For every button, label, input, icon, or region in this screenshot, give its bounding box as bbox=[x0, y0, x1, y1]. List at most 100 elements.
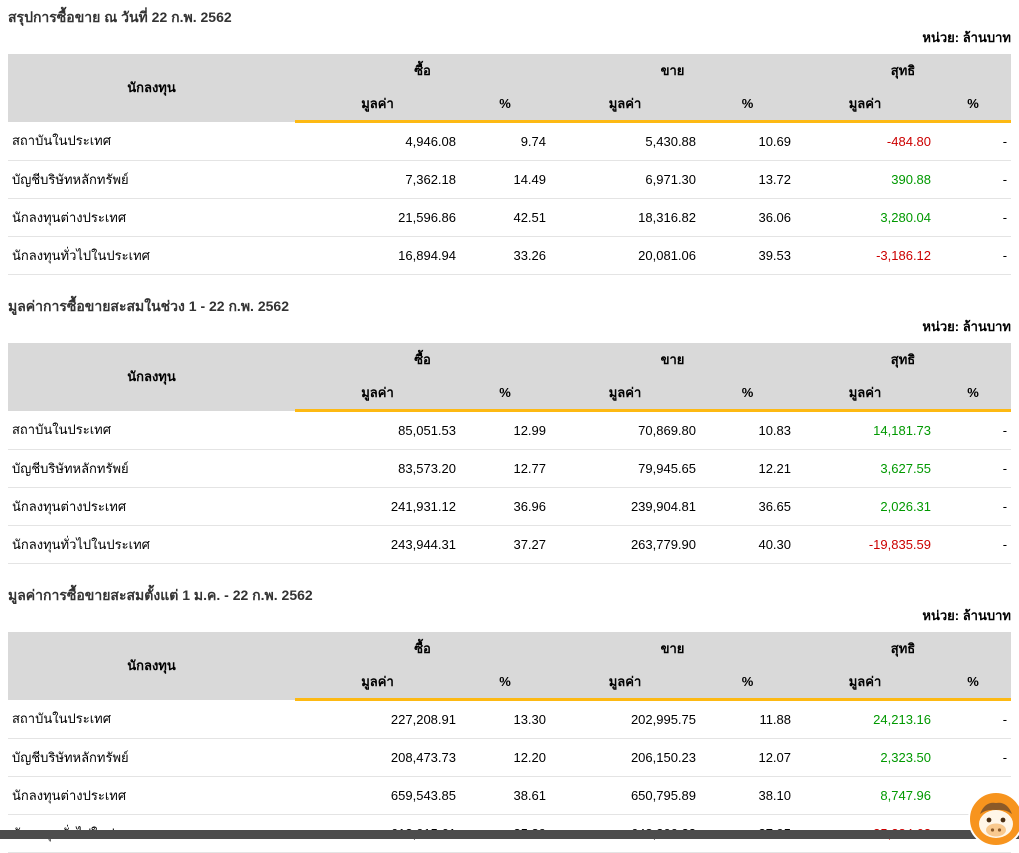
net-value-cell: 8,747.96 bbox=[795, 776, 936, 815]
investor-name-cell: นักลงทุนต่างประเทศ bbox=[8, 198, 295, 237]
investor-name-cell: นักลงทุนทั่วไปในประเทศ bbox=[8, 236, 295, 275]
sell-percent-cell: 36.65 bbox=[700, 487, 796, 526]
table-row: นักลงทุนต่างประเทศ 241,931.12 36.96 239,… bbox=[8, 487, 1012, 526]
table-row: บัญชีบริษัทหลักทรัพย์ 208,473.73 12.20 2… bbox=[8, 738, 1012, 777]
sell-percent-cell: 10.83 bbox=[700, 410, 796, 450]
table-row: บัญชีบริษัทหลักทรัพย์ 83,573.20 12.77 79… bbox=[8, 449, 1012, 488]
col-header-investor: นักลงทุน bbox=[8, 632, 295, 700]
mtd-summary-section: มูลค่าการซื้อขายสะสมในช่วง 1 - 22 ก.พ. 2… bbox=[8, 297, 1012, 564]
buy-percent-cell: 12.77 bbox=[460, 449, 551, 488]
net-value-cell: -3,186.12 bbox=[795, 236, 936, 275]
sell-percent-col-header: % bbox=[700, 665, 796, 701]
section-title: มูลค่าการซื้อขายสะสมตั้งแต่ 1 ม.ค. - 22 … bbox=[8, 587, 313, 603]
buy-value-cell: 208,473.73 bbox=[295, 738, 460, 777]
investor-table-mtd: นักลงทุน ซื้อ ขาย สุทธิ มูลค่า % มูลค่า … bbox=[8, 343, 1012, 564]
buy-value-cell: 83,573.20 bbox=[295, 449, 460, 488]
investor-table-ytd: นักลงทุน ซื้อ ขาย สุทธิ มูลค่า % มูลค่า … bbox=[8, 632, 1012, 853]
sell-percent-col-header: % bbox=[700, 376, 796, 412]
sell-value-cell: 206,150.23 bbox=[550, 738, 701, 777]
unit-label: หน่วย: ล้านบาท bbox=[922, 608, 1011, 623]
sell-value-col-header: มูลค่า bbox=[550, 665, 701, 701]
col-header-sell: ขาย bbox=[550, 343, 796, 376]
sell-percent-cell: 12.21 bbox=[700, 449, 796, 488]
investor-name-cell: นักลงทุนทั่วไปในประเทศ bbox=[8, 525, 295, 564]
buy-percent-cell: 13.30 bbox=[460, 699, 551, 739]
buy-percent-cell: 42.51 bbox=[460, 198, 551, 237]
table-row: สถาบันในประเทศ 4,946.08 9.74 5,430.88 10… bbox=[8, 121, 1012, 161]
investor-name-cell: บัญชีบริษัทหลักทรัพย์ bbox=[8, 160, 295, 199]
net-percent-cell: - bbox=[935, 198, 1012, 237]
sell-value-cell: 79,945.65 bbox=[550, 449, 701, 488]
sell-value-cell: 18,316.82 bbox=[550, 198, 701, 237]
buy-percent-cell: 12.99 bbox=[460, 410, 551, 450]
chatbot-mascot-button[interactable] bbox=[968, 791, 1019, 847]
buy-value-col-header: มูลค่า bbox=[295, 376, 460, 412]
sell-percent-cell: 12.07 bbox=[700, 738, 796, 777]
sell-value-cell: 70,869.80 bbox=[550, 410, 701, 450]
table-row: นักลงทุนทั่วไปในประเทศ 16,894.94 33.26 2… bbox=[8, 236, 1012, 275]
net-percent-cell: - bbox=[935, 449, 1012, 488]
buy-value-col-header: มูลค่า bbox=[295, 665, 460, 701]
sell-value-col-header: มูลค่า bbox=[550, 87, 701, 123]
investor-name-cell: นักลงทุนต่างประเทศ bbox=[8, 487, 295, 526]
buy-percent-col-header: % bbox=[460, 665, 551, 701]
net-value-cell: -484.80 bbox=[795, 121, 936, 161]
unit-label: หน่วย: ล้านบาท bbox=[922, 319, 1011, 334]
buy-value-cell: 241,931.12 bbox=[295, 487, 460, 526]
net-percent-col-header: % bbox=[935, 87, 1012, 123]
investor-table-daily: นักลงทุน ซื้อ ขาย สุทธิ มูลค่า % มูลค่า … bbox=[8, 54, 1012, 275]
sub-header-row: มูลค่า % มูลค่า % มูลค่า % bbox=[8, 87, 1012, 123]
sell-value-cell: 20,081.06 bbox=[550, 236, 701, 275]
sell-value-cell: 6,971.30 bbox=[550, 160, 701, 199]
buy-value-cell: 4,946.08 bbox=[295, 121, 460, 161]
sell-value-cell: 202,995.75 bbox=[550, 699, 701, 739]
buy-value-cell: 243,944.31 bbox=[295, 525, 460, 564]
investor-name-cell: บัญชีบริษัทหลักทรัพย์ bbox=[8, 449, 295, 488]
net-value-cell: 2,323.50 bbox=[795, 738, 936, 777]
sell-value-col-header: มูลค่า bbox=[550, 376, 701, 412]
net-percent-cell: - bbox=[935, 236, 1012, 275]
net-value-col-header: มูลค่า bbox=[795, 87, 936, 123]
section-title: มูลค่าการซื้อขายสะสมในช่วง 1 - 22 ก.พ. 2… bbox=[8, 298, 289, 314]
net-value-cell: 2,026.31 bbox=[795, 487, 936, 526]
buy-percent-cell: 37.27 bbox=[460, 525, 551, 564]
buy-value-cell: 227,208.91 bbox=[295, 699, 460, 739]
footer-bar bbox=[0, 830, 1019, 839]
col-header-net: สุทธิ bbox=[795, 632, 1012, 665]
buy-percent-col-header: % bbox=[460, 376, 551, 412]
sell-percent-cell: 39.53 bbox=[700, 236, 796, 275]
group-header-row: นักลงทุน ซื้อ ขาย สุทธิ bbox=[8, 54, 1012, 122]
net-value-cell: 14,181.73 bbox=[795, 410, 936, 450]
col-header-net: สุทธิ bbox=[795, 343, 1012, 376]
col-header-buy: ซื้อ bbox=[295, 343, 551, 376]
buy-value-cell: 7,362.18 bbox=[295, 160, 460, 199]
net-value-col-header: มูลค่า bbox=[795, 376, 936, 412]
sub-header-row: มูลค่า % มูลค่า % มูลค่า % bbox=[8, 665, 1012, 701]
net-percent-cell: - bbox=[935, 121, 1012, 161]
sell-percent-cell: 40.30 bbox=[700, 525, 796, 564]
net-percent-cell: - bbox=[935, 160, 1012, 199]
investor-name-cell: สถาบันในประเทศ bbox=[8, 121, 295, 161]
col-header-net: สุทธิ bbox=[795, 54, 1012, 87]
group-header-row: นักลงทุน ซื้อ ขาย สุทธิ bbox=[8, 632, 1012, 700]
investor-name-cell: นักลงทุนต่างประเทศ bbox=[8, 776, 295, 815]
net-value-cell: 24,213.16 bbox=[795, 699, 936, 739]
investor-name-cell: สถาบันในประเทศ bbox=[8, 410, 295, 450]
daily-summary-section: สรุปการซื้อขาย ณ วันที่ 22 ก.พ. 2562 หน่… bbox=[8, 8, 1012, 275]
ytd-summary-section: มูลค่าการซื้อขายสะสมตั้งแต่ 1 ม.ค. - 22 … bbox=[8, 586, 1012, 853]
buy-percent-cell: 9.74 bbox=[460, 121, 551, 161]
col-header-sell: ขาย bbox=[550, 632, 796, 665]
sub-header-row: มูลค่า % มูลค่า % มูลค่า % bbox=[8, 376, 1012, 412]
net-percent-col-header: % bbox=[935, 665, 1012, 701]
net-percent-cell: - bbox=[935, 410, 1012, 450]
buy-percent-col-header: % bbox=[460, 87, 551, 123]
net-percent-cell: - bbox=[935, 525, 1012, 564]
buy-percent-cell: 33.26 bbox=[460, 236, 551, 275]
sell-percent-col-header: % bbox=[700, 87, 796, 123]
buy-value-cell: 16,894.94 bbox=[295, 236, 460, 275]
buy-value-cell: 659,543.85 bbox=[295, 776, 460, 815]
buy-value-cell: 85,051.53 bbox=[295, 410, 460, 450]
net-value-cell: -19,835.59 bbox=[795, 525, 936, 564]
sell-percent-cell: 38.10 bbox=[700, 776, 796, 815]
